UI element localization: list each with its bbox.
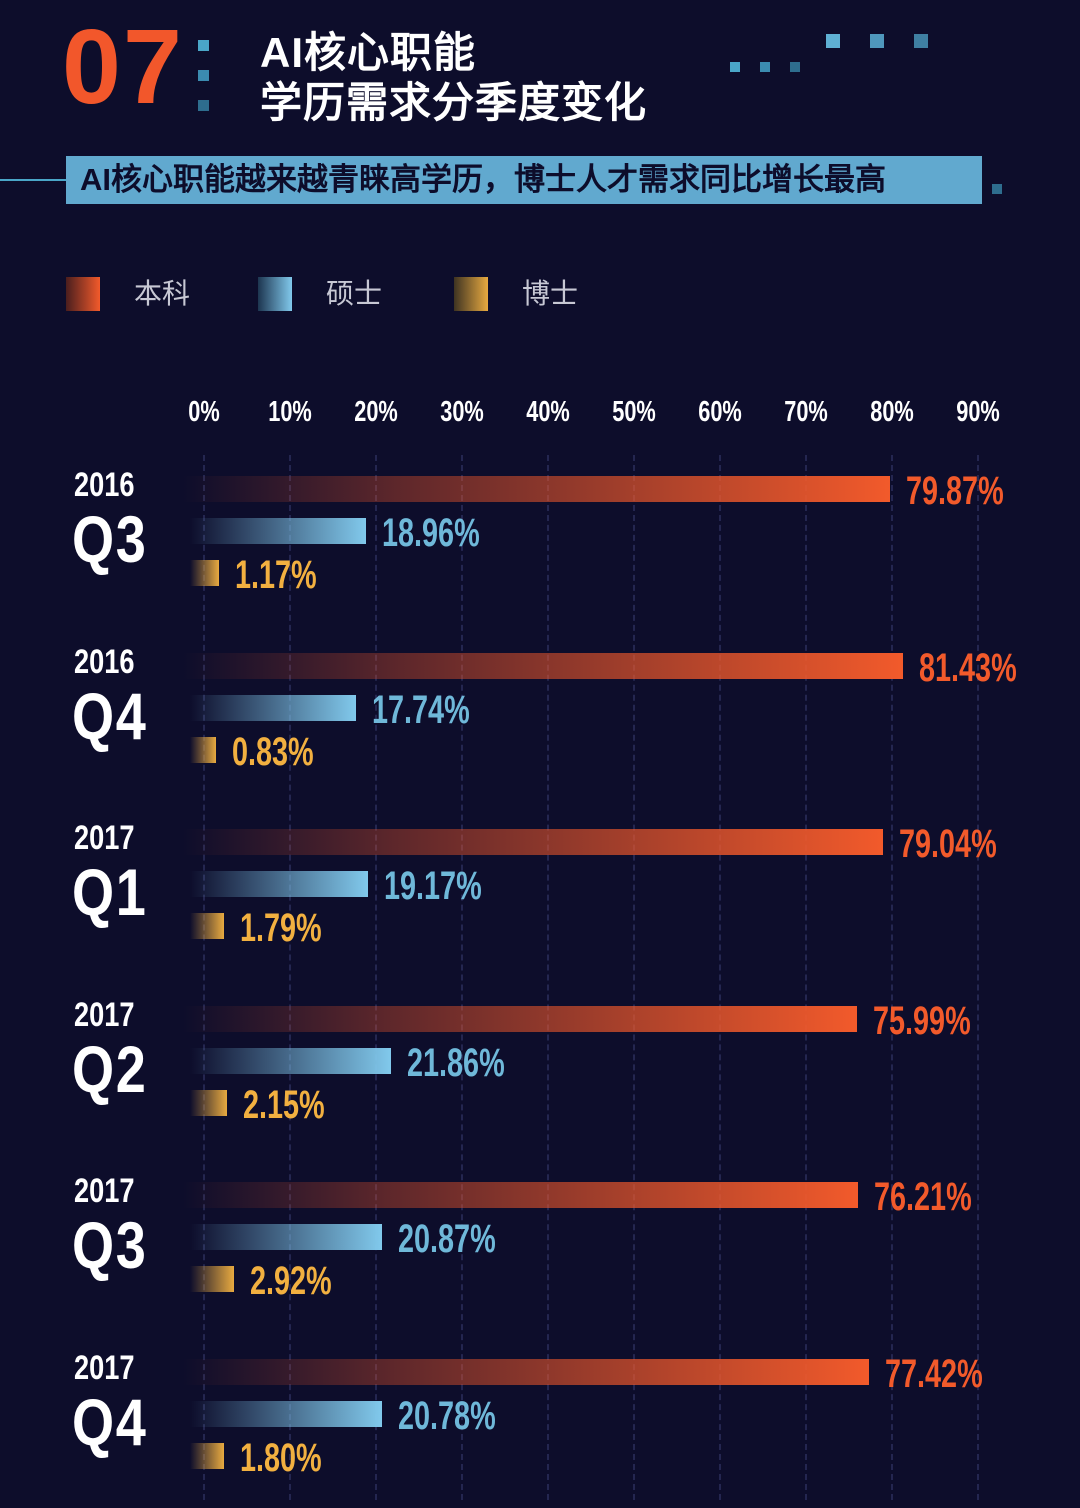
x-tick-label: 70% [784,396,828,428]
decor-square [760,62,770,72]
bar-master [190,1224,383,1250]
legend-label-phd: 博士 [522,278,579,309]
x-tick-label: 30% [440,396,484,428]
page-title-line2: 学历需求分季度变化 [260,79,648,126]
bar-phd [190,1266,235,1292]
gridline [461,455,463,1500]
gridline [805,455,807,1500]
gridline [375,455,377,1500]
gridline [547,455,549,1500]
x-tick-label: 10% [268,396,312,428]
data-label-master: 20.78% [397,1393,496,1438]
data-label-master: 19.17% [383,864,482,908]
decor-square [790,62,800,72]
section-number: 07 [62,8,184,126]
period-year: 2017 [74,1172,135,1210]
data-label-bachelor: 79.87% [905,469,1004,513]
legend-swatch-master [258,277,292,311]
data-label-bachelor: 81.43% [919,645,1017,690]
period-year: 2016 [74,466,135,504]
period-year: 2017 [74,819,135,857]
bar-bachelor [183,1358,869,1385]
data-label-bachelor: 75.99% [872,998,971,1043]
subtitle-banner: AI核心职能越来越青睐高学历，博士人才需求同比增长最高 [66,156,982,204]
bar-bachelor [183,652,904,679]
gridline [719,455,721,1500]
data-label-bachelor: 77.42% [884,1351,983,1396]
period-quarter: Q4 [72,1384,148,1459]
gridline [289,455,291,1500]
bar-phd [190,1442,225,1469]
decor-square [730,62,740,72]
period-quarter: Q3 [72,1208,148,1282]
period-year: 2016 [74,642,135,681]
period-quarter: Q1 [72,855,148,929]
decor-square [992,184,1002,194]
decor-square [914,34,928,48]
data-label-bachelor: 76.21% [874,1175,973,1219]
data-label-master: 17.74% [371,687,470,732]
bar-phd [190,736,217,763]
data-label-phd: 0.83% [232,729,314,774]
bar-master [190,871,368,897]
legend-swatch-bachelor [66,277,100,311]
legend-label-master: 硕士 [326,278,383,309]
data-label-phd: 1.80% [240,1435,323,1480]
period-quarter: Q2 [72,1031,148,1106]
gridline [891,455,893,1500]
legend-swatch-phd [454,277,488,311]
period-year: 2017 [74,995,135,1034]
gridline [203,455,205,1500]
bar-bachelor [183,1182,859,1208]
data-label-master: 18.96% [382,511,480,555]
x-tick-label: 50% [612,396,656,428]
bar-bachelor [183,1005,857,1032]
bar-phd [190,560,220,586]
decor-square [198,70,209,81]
data-label-phd: 1.79% [240,906,323,950]
data-label-phd: 2.15% [243,1082,326,1127]
x-tick-label: 90% [956,396,1000,428]
data-label-phd: 1.17% [235,553,317,597]
bar-master [190,694,356,721]
gridline [977,455,979,1500]
bar-master [190,1400,382,1427]
decor-square [826,34,840,48]
decor-square [198,100,209,111]
subtitle-connector [0,179,66,181]
x-tick-label: 20% [354,396,398,428]
x-tick-label: 80% [870,396,914,428]
data-label-phd: 2.92% [250,1259,332,1303]
bar-master [190,1047,391,1074]
data-label-bachelor: 79.04% [898,822,997,866]
page-title-line1: AI核心职能 [260,29,477,76]
bar-phd [190,913,225,939]
bar-master [190,518,367,544]
period-year: 2017 [74,1348,135,1387]
period-quarter: Q4 [72,678,148,753]
data-label-master: 21.86% [406,1040,505,1085]
data-label-master: 20.87% [398,1217,497,1261]
period-quarter: Q3 [72,502,148,576]
bar-bachelor [183,476,890,502]
decor-square [870,34,884,48]
gridline [633,455,635,1500]
legend-label-bachelor: 本科 [134,278,191,309]
decor-square [198,40,209,51]
bar-bachelor [183,829,883,855]
bar-phd [190,1089,228,1116]
x-tick-label: 60% [698,396,742,428]
x-tick-label: 40% [526,396,570,428]
x-tick-label: 0% [188,396,220,428]
